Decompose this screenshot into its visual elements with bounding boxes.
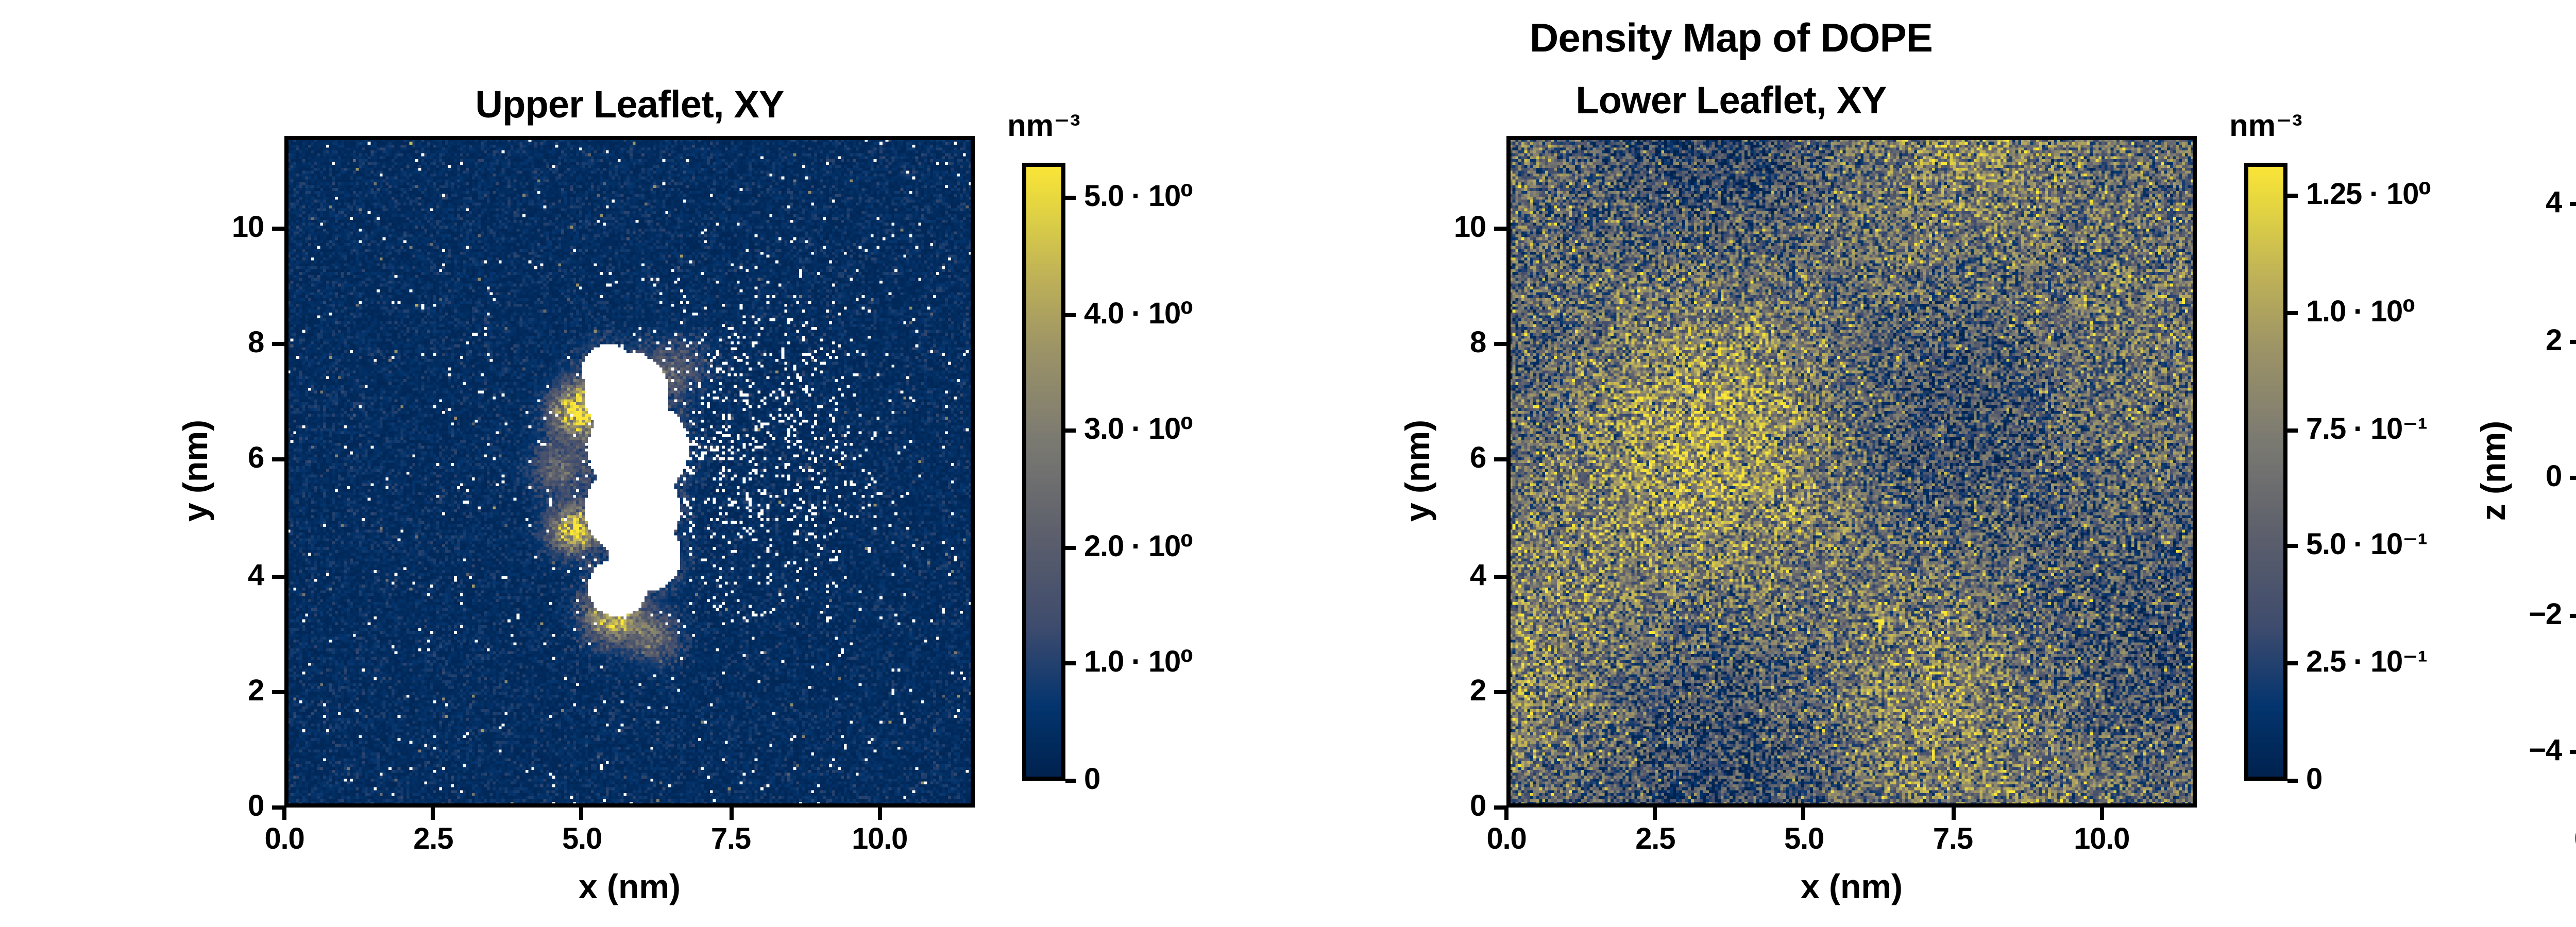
heatmap-canvas-lower-leaflet [1506,136,2197,808]
colorbar-tick-label: 4.0 · 10⁰ [1084,298,1194,331]
colorbar-tick-mark [2287,310,2298,315]
colorbar-unit-upper-leaflet: nm⁻³ [1007,109,1080,144]
y-tick-label: 10 [231,212,264,245]
x-tick-mark [2099,808,2104,820]
y-tick-mark [2570,750,2576,755]
y-tick-mark [2570,339,2576,344]
y-tick-mark [272,342,284,347]
colorbar-tick-mark [1065,662,1076,666]
x-tick-mark [580,808,584,820]
y-tick-label: 10 [1453,212,1486,245]
y-tick-label: 2 [247,675,264,709]
y-tick-mark [1494,342,1506,347]
y-tick-label: 2 [2545,325,2562,358]
panel-title-upper-leaflet: Upper Leaflet, XY [475,82,784,126]
x-tick-label: 5.0 [1784,824,1824,857]
y-tick-label: 4 [2545,188,2562,221]
y-tick-mark [1494,690,1506,694]
y-tick-mark [1494,574,1506,578]
colorbar-tick-mark [1065,312,1076,317]
colorbar-tick-mark [1065,195,1076,200]
colorbar-tick-mark [2287,544,2298,549]
y-tick-label: 2 [1469,675,1486,709]
x-tick-mark [1802,808,1806,820]
colorbar-tick-label: 0 [2306,764,2323,797]
x-tick-label: 10.0 [2074,824,2130,857]
x-tick-label: 10.0 [852,824,908,857]
y-tick-mark [272,574,284,578]
colorbar-upper-leaflet [1022,163,1065,781]
x-tick-label: 0 [2574,824,2576,857]
colorbar-unit-lower-leaflet: nm⁻³ [2229,109,2302,144]
colorbar-tick-label: 1.0 · 10⁰ [1084,647,1194,681]
y-tick-label: 6 [247,443,264,477]
x-tick-mark [1951,808,1955,820]
x-tick-label: 5.0 [562,824,602,857]
y-tick-mark [272,226,284,231]
y-tick-label: 8 [1469,328,1486,361]
y-tick-label: 4 [1469,559,1486,593]
heatmap-plot-lower-leaflet [1506,136,2197,808]
y-tick-label: −4 [2529,736,2562,769]
colorbar-tick-label: 5.0 · 10⁰ [1084,181,1194,214]
x-tick-label: 0.0 [1486,824,1527,857]
y-tick-mark [272,690,284,694]
y-tick-mark [1494,226,1506,231]
x-tick-label: 7.5 [1933,824,1973,857]
colorbar-tick-label: 1.25 · 10⁰ [2306,179,2432,212]
colorbar-gradient-upper-leaflet [1022,163,1065,781]
colorbar-tick-mark [1065,779,1076,783]
colorbar-tick-mark [2287,427,2298,432]
y-tick-label: 8 [247,328,264,361]
x-tick-label: 2.5 [413,824,453,857]
colorbar-tick-label: 2.0 · 10⁰ [1084,531,1194,564]
colorbar-tick-label: 7.5 · 10⁻¹ [2306,413,2428,447]
colorbar-tick-mark [1065,428,1076,433]
heatmap-plot-upper-leaflet [284,136,975,808]
x-tick-mark [282,808,286,820]
y-tick-label: 0 [247,791,264,824]
colorbar-tick-mark [1065,545,1076,550]
y-tick-label: 4 [247,559,264,593]
colorbar-tick-label: 5.0 · 10⁻¹ [2306,530,2428,563]
x-tick-mark [1504,808,1509,820]
y-tick-mark [2570,613,2576,618]
x-tick-label: 2.5 [1635,824,1675,857]
y-tick-label: 0 [2545,462,2562,495]
x-axis-label-upper-leaflet: x (nm) [579,869,681,906]
y-tick-mark [1494,458,1506,462]
figure-suptitle: Density Map of DOPE [1529,16,1933,62]
x-tick-mark [431,808,435,820]
colorbar-tick-label: 1.0 · 10⁰ [2306,296,2416,329]
y-tick-label: 6 [1469,443,1486,477]
x-axis-label-lower-leaflet: x (nm) [1801,869,1903,906]
colorbar-lower-leaflet [2244,163,2287,781]
y-tick-mark [272,458,284,462]
colorbar-tick-mark [2287,193,2298,198]
colorbar-tick-mark [2287,661,2298,666]
colorbar-tick-label: 2.5 · 10⁻¹ [2306,647,2428,680]
heatmap-canvas-upper-leaflet [284,136,975,808]
y-tick-label: −2 [2529,599,2562,632]
y-tick-label: 0 [1469,791,1486,824]
x-tick-label: 7.5 [710,824,751,857]
y-tick-mark [2570,476,2576,481]
colorbar-tick-label: 3.0 · 10⁰ [1084,414,1194,448]
x-tick-label: 0.0 [264,824,304,857]
x-tick-mark [1653,808,1657,820]
y-tick-mark [1494,805,1506,810]
colorbar-tick-mark [2287,779,2298,783]
y-tick-mark [272,805,284,810]
panel-title-lower-leaflet: Lower Leaflet, XY [1575,78,1887,122]
x-tick-mark [728,808,733,820]
y-tick-mark [2570,202,2576,207]
colorbar-gradient-lower-leaflet [2244,163,2287,781]
x-tick-mark [877,808,882,820]
colorbar-tick-label: 0 [1084,764,1100,797]
